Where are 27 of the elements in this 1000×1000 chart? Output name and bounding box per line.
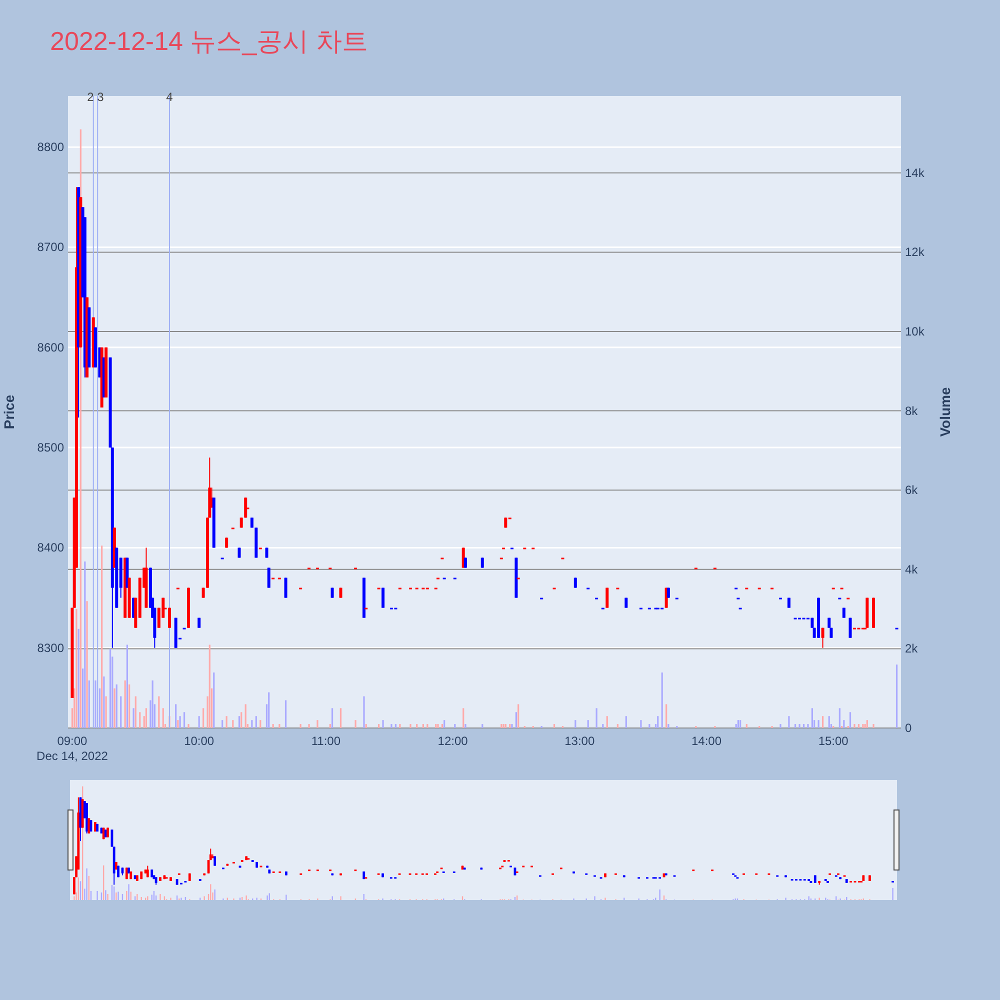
- y-axis-title: Price: [1, 394, 17, 430]
- y-tick-label: 8300: [37, 640, 64, 655]
- ref-line-label: 4: [166, 90, 174, 104]
- y-tick-label: 8500: [37, 440, 64, 455]
- x-tick-label: 12:00: [438, 734, 468, 748]
- y2-tick-label: 4k: [905, 562, 919, 576]
- y2-axis-title: Volume: [937, 387, 953, 437]
- y-tick-label: 8700: [37, 240, 64, 254]
- y-tick-label: 8600: [37, 340, 64, 354]
- ref-line-label: 2: [87, 90, 94, 104]
- y2-tick-label: 6k: [905, 483, 919, 498]
- x-tick-label: 11:00: [311, 734, 341, 748]
- x-tick-label: 13:00: [564, 734, 595, 748]
- chart-title: 2022-12-14 뉴스_공시 차트: [50, 26, 368, 56]
- y2-tick-label: 14k: [905, 166, 926, 180]
- y2-tick-label: 2k: [905, 642, 919, 656]
- y2-tick-label: 8k: [905, 404, 919, 418]
- y2-tick-label: 0: [905, 721, 912, 735]
- x-tick-label: 15:00: [818, 734, 849, 748]
- ref-line-label: 3: [97, 90, 104, 104]
- y2-tick-label: 10k: [905, 324, 926, 339]
- x-tick-label: 09:00 Dec 14, 2022: [36, 734, 108, 763]
- y-tick-label: 8800: [37, 140, 64, 154]
- y2-tick-label: 12k: [905, 245, 926, 260]
- y-tick-label: 8400: [37, 540, 64, 555]
- x-tick-label: 14:00: [691, 734, 722, 748]
- x-tick-label: 10:00: [184, 734, 214, 748]
